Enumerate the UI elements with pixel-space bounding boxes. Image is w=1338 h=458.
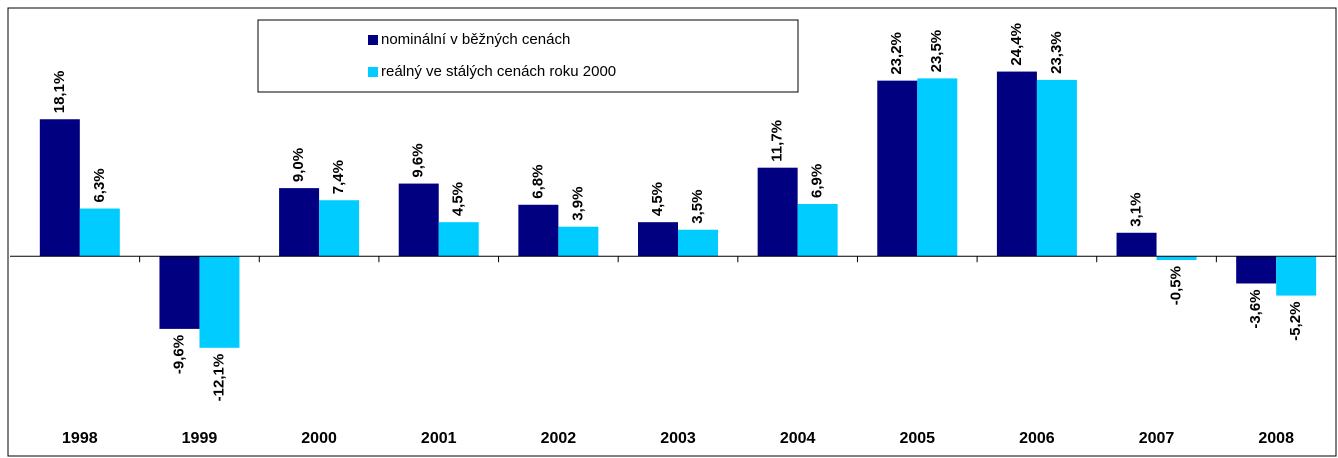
bar <box>638 222 678 257</box>
x-tick-label: 2004 <box>780 430 816 447</box>
x-tick-label: 1999 <box>182 430 218 447</box>
legend-box <box>257 19 799 93</box>
bar <box>438 222 479 257</box>
bar <box>1276 256 1317 296</box>
bar <box>1036 79 1077 257</box>
data-label: 23,3% <box>1048 31 1065 74</box>
data-label: 23,5% <box>928 30 945 73</box>
data-label: 24,4% <box>1008 23 1025 66</box>
data-label: 9,6% <box>410 143 427 177</box>
x-tick-label: 2000 <box>301 430 337 447</box>
x-tick-label: 2006 <box>1019 430 1055 447</box>
data-label: 9,0% <box>290 148 307 182</box>
bar <box>678 229 718 257</box>
bar <box>39 119 80 257</box>
bar <box>1236 256 1277 284</box>
data-label: 6,3% <box>91 168 108 202</box>
data-label: 3,9% <box>569 187 586 221</box>
bar <box>558 226 599 257</box>
data-label: 18,1% <box>51 71 68 114</box>
legend-label: reálný ve stálých cenách roku 2000 <box>381 63 616 80</box>
legend-swatch <box>368 35 378 45</box>
bar <box>398 183 439 257</box>
bar <box>797 204 838 257</box>
data-label: 4,5% <box>450 182 467 216</box>
bar <box>159 256 200 329</box>
x-tick-label: 2001 <box>421 430 457 447</box>
data-label: 6,9% <box>809 164 826 198</box>
x-tick-label: 2007 <box>1139 430 1175 447</box>
x-tick-label: 1998 <box>62 430 98 447</box>
legend: nominální v běžných cenách reálný ve stál… <box>257 19 799 93</box>
data-label: 7,4% <box>330 160 347 194</box>
legend-swatch <box>368 67 378 77</box>
bar <box>518 204 559 257</box>
data-label: -3,6% <box>1247 289 1264 328</box>
data-label: 6,8% <box>529 165 546 199</box>
x-tick-label: 2005 <box>899 430 935 447</box>
data-label: 11,7% <box>769 120 786 162</box>
x-tick-label: 2002 <box>541 430 577 447</box>
x-tick-label: 2003 <box>660 430 696 447</box>
data-label: 3,1% <box>1128 193 1145 227</box>
data-label: -9,6% <box>170 335 187 374</box>
legend-label: nominální v běžných cenách <box>381 31 570 48</box>
bar <box>79 208 120 257</box>
data-label: -12,1% <box>210 354 227 402</box>
bar <box>1116 232 1157 257</box>
bar <box>996 71 1037 257</box>
bar <box>1156 256 1197 261</box>
x-tick-label: 2008 <box>1258 430 1294 447</box>
bar <box>917 78 958 257</box>
data-label: 4,5% <box>649 182 666 216</box>
bar <box>279 188 320 257</box>
data-label: 23,2% <box>888 32 905 75</box>
data-label: -5,2% <box>1287 302 1304 341</box>
bar <box>757 167 798 257</box>
data-label: 3,5% <box>689 190 706 224</box>
plot-frame <box>7 7 1337 457</box>
bar <box>877 80 918 257</box>
data-label: -0,5% <box>1168 266 1185 305</box>
bar <box>199 256 240 348</box>
bar <box>319 200 360 257</box>
